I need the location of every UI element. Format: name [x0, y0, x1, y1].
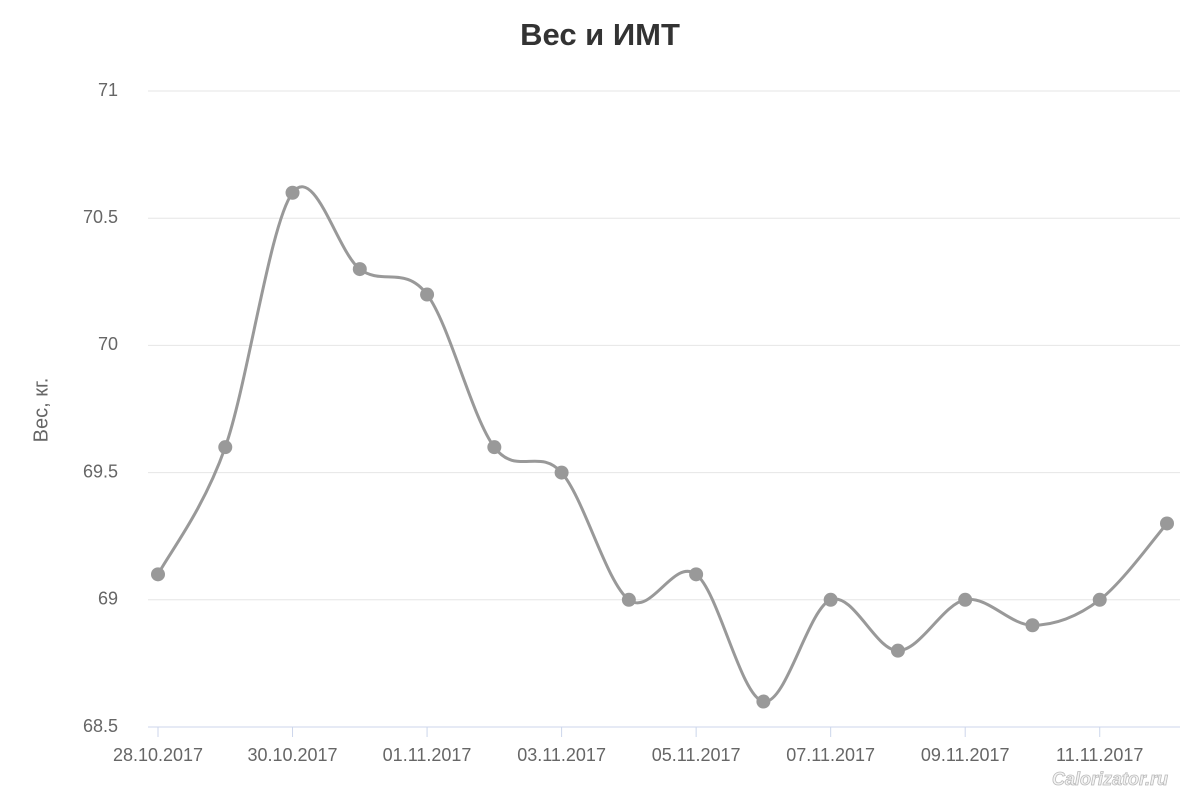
y-tick-label: 71	[98, 80, 118, 100]
data-point	[1092, 592, 1107, 607]
data-point	[823, 592, 838, 607]
y-tick-label: 69	[98, 589, 118, 609]
data-point	[621, 592, 636, 607]
x-tick-label: 30.10.2017	[247, 745, 337, 765]
data-point	[420, 287, 435, 302]
watermark: Calorizator.ru	[1052, 769, 1168, 789]
x-tick-label: 28.10.2017	[113, 745, 203, 765]
data-point	[890, 643, 905, 658]
data-point	[958, 592, 973, 607]
data-point	[1160, 516, 1174, 531]
data-point	[487, 440, 502, 455]
data-point	[689, 567, 704, 582]
x-tick-label: 05.11.2017	[652, 745, 741, 765]
data-point	[218, 440, 233, 455]
x-tick-label: 09.11.2017	[921, 745, 1010, 765]
x-tick-label: 07.11.2017	[786, 745, 875, 765]
x-tick-label: 01.11.2017	[383, 745, 472, 765]
data-point	[756, 694, 771, 709]
chart-title: Вес и ИМТ	[520, 17, 680, 52]
y-tick-label: 70.5	[83, 207, 118, 227]
series-line	[156, 185, 1169, 704]
y-axis-label: Вес, кг.	[30, 378, 52, 443]
data-point	[554, 465, 569, 480]
data-point	[1025, 618, 1040, 633]
data-point	[285, 185, 300, 200]
data-point	[151, 567, 165, 582]
y-tick-label: 69.5	[83, 461, 118, 481]
data-point	[352, 262, 367, 277]
x-tick-label: 11.11.2017	[1056, 745, 1143, 765]
y-tick-label: 68.5	[83, 716, 118, 736]
y-tick-label: 70	[98, 334, 118, 354]
x-tick-label: 03.11.2017	[517, 745, 606, 765]
